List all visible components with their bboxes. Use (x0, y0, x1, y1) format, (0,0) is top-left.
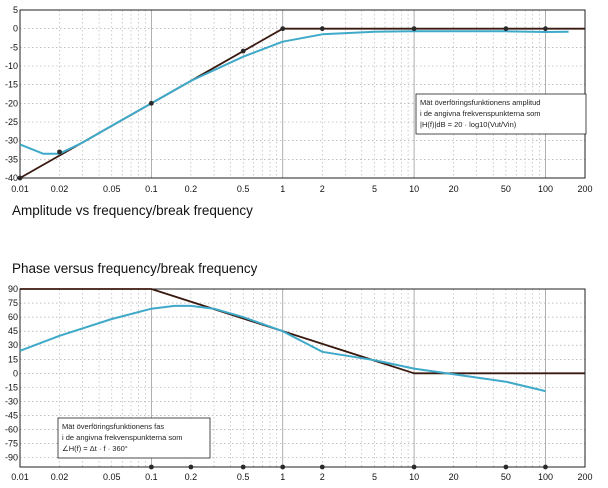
x-tick-label: 100 (538, 472, 553, 482)
annotation-text: Mät överföringsfunktionens fas (62, 422, 164, 431)
x-tick-label: 200 (577, 472, 592, 482)
y-tick-label: -40 (5, 173, 18, 183)
y-tick-label: 0 (13, 24, 18, 34)
x-tick-label: 50 (501, 472, 511, 482)
y-tick-label: 5 (13, 5, 18, 15)
x-tick-label: 0.5 (237, 184, 250, 194)
x-tick-label: 200 (577, 184, 592, 194)
data-point-marker (319, 464, 325, 470)
y-tick-label: -5 (10, 42, 18, 52)
x-tick-label: 100 (538, 184, 553, 194)
x-tick-label: 0.2 (185, 184, 198, 194)
data-point-marker (280, 464, 286, 470)
annotation-box: Mät överföringsfunktionens amplitud i de … (415, 93, 587, 135)
y-tick-label: -15 (5, 80, 18, 90)
x-tick-label: 10 (409, 184, 419, 194)
data-point-marker (503, 464, 509, 470)
x-tick-label: 20 (449, 472, 459, 482)
data-point-marker (411, 26, 417, 32)
plot-frame (19, 288, 586, 468)
measured-line (19, 304, 546, 393)
x-tick-label: 0.5 (237, 472, 250, 482)
annotation-box: Mät överföringsfunktionens fas i de angiv… (57, 417, 211, 459)
x-tick-label: 2 (320, 184, 325, 194)
data-point-marker (240, 464, 246, 470)
y-tick-label: -60 (5, 425, 18, 435)
x-tick-label: 1 (280, 184, 285, 194)
annotation-text: |H(f)|dB = 20 · log10(Vut/Vin) (420, 120, 517, 129)
annotation-frame (57, 417, 211, 459)
y-tick-label: 30 (8, 340, 18, 350)
y-tick-label: -15 (5, 382, 18, 392)
y-tick-label: -45 (5, 410, 18, 420)
x-tick-label: 5 (372, 184, 377, 194)
data-point-marker (280, 26, 286, 32)
data-point-marker (503, 26, 509, 32)
x-tick-label: 0.05 (103, 184, 121, 194)
annotation-text: ∠H(f) = Δt · f · 360° (62, 444, 128, 453)
x-tick-label: 0.01 (11, 184, 29, 194)
y-tick-label: -30 (5, 396, 18, 406)
phase-caption: Phase versus frequency/break frequency (12, 261, 258, 276)
data-point-marker (411, 464, 417, 470)
y-tick-label: -20 (5, 98, 18, 108)
data-point-marker (148, 100, 154, 106)
y-tick-label: -25 (5, 117, 18, 127)
annotation-text: i de angivna frekvenspunkterna som (420, 109, 541, 118)
x-tick-label: 10 (409, 472, 419, 482)
x-tick-label: 0.1 (145, 184, 158, 194)
annotation-text: Mät överföringsfunktionens amplitud (420, 98, 540, 107)
x-tick-label: 0.02 (51, 472, 69, 482)
data-point-marker (543, 464, 548, 470)
y-tick-label: -90 (5, 453, 18, 463)
y-tick-label: 75 (8, 298, 18, 308)
y-tick-label: 0 (13, 368, 18, 378)
x-tick-label: 5 (372, 472, 377, 482)
annotation-frame (415, 93, 587, 135)
y-tick-label: 15 (8, 354, 18, 364)
x-tick-label: 0.02 (51, 184, 69, 194)
x-tick-label: 50 (501, 184, 511, 194)
data-point-marker (188, 464, 194, 470)
data-point-marker (17, 175, 23, 181)
x-tick-label: 1 (280, 472, 285, 482)
data-point-marker (319, 26, 325, 32)
x-tick-label: 20 (449, 184, 459, 194)
data-point-marker (543, 26, 548, 32)
x-tick-label: 0.05 (103, 472, 121, 482)
x-tick-label: 0.2 (185, 472, 198, 482)
data-point-marker (240, 48, 246, 54)
y-tick-label: 60 (8, 312, 18, 322)
x-tick-label: 0.01 (11, 472, 29, 482)
amplitude-chart: 50-5-10-15-20-25-30-35-400.01 0.02 0.05 0.1… (5, 5, 593, 194)
y-tick-label: 45 (8, 326, 18, 336)
y-tick-label: -10 (5, 61, 18, 71)
data-point-marker (57, 149, 62, 155)
annotation-text: i de angivna frekvenspunkterna som (62, 433, 183, 442)
y-tick-label: -75 (5, 439, 18, 449)
data-point-marker (148, 464, 154, 470)
y-tick-label: -35 (5, 154, 18, 164)
y-tick-label: -30 (5, 136, 18, 146)
x-tick-label: 0.1 (145, 472, 158, 482)
measured-line (19, 30, 569, 155)
y-tick-label: 90 (8, 284, 18, 294)
x-tick-label: 2 (320, 472, 325, 482)
amplitude-caption: Amplitude vs frequency/break frequency (12, 203, 253, 218)
